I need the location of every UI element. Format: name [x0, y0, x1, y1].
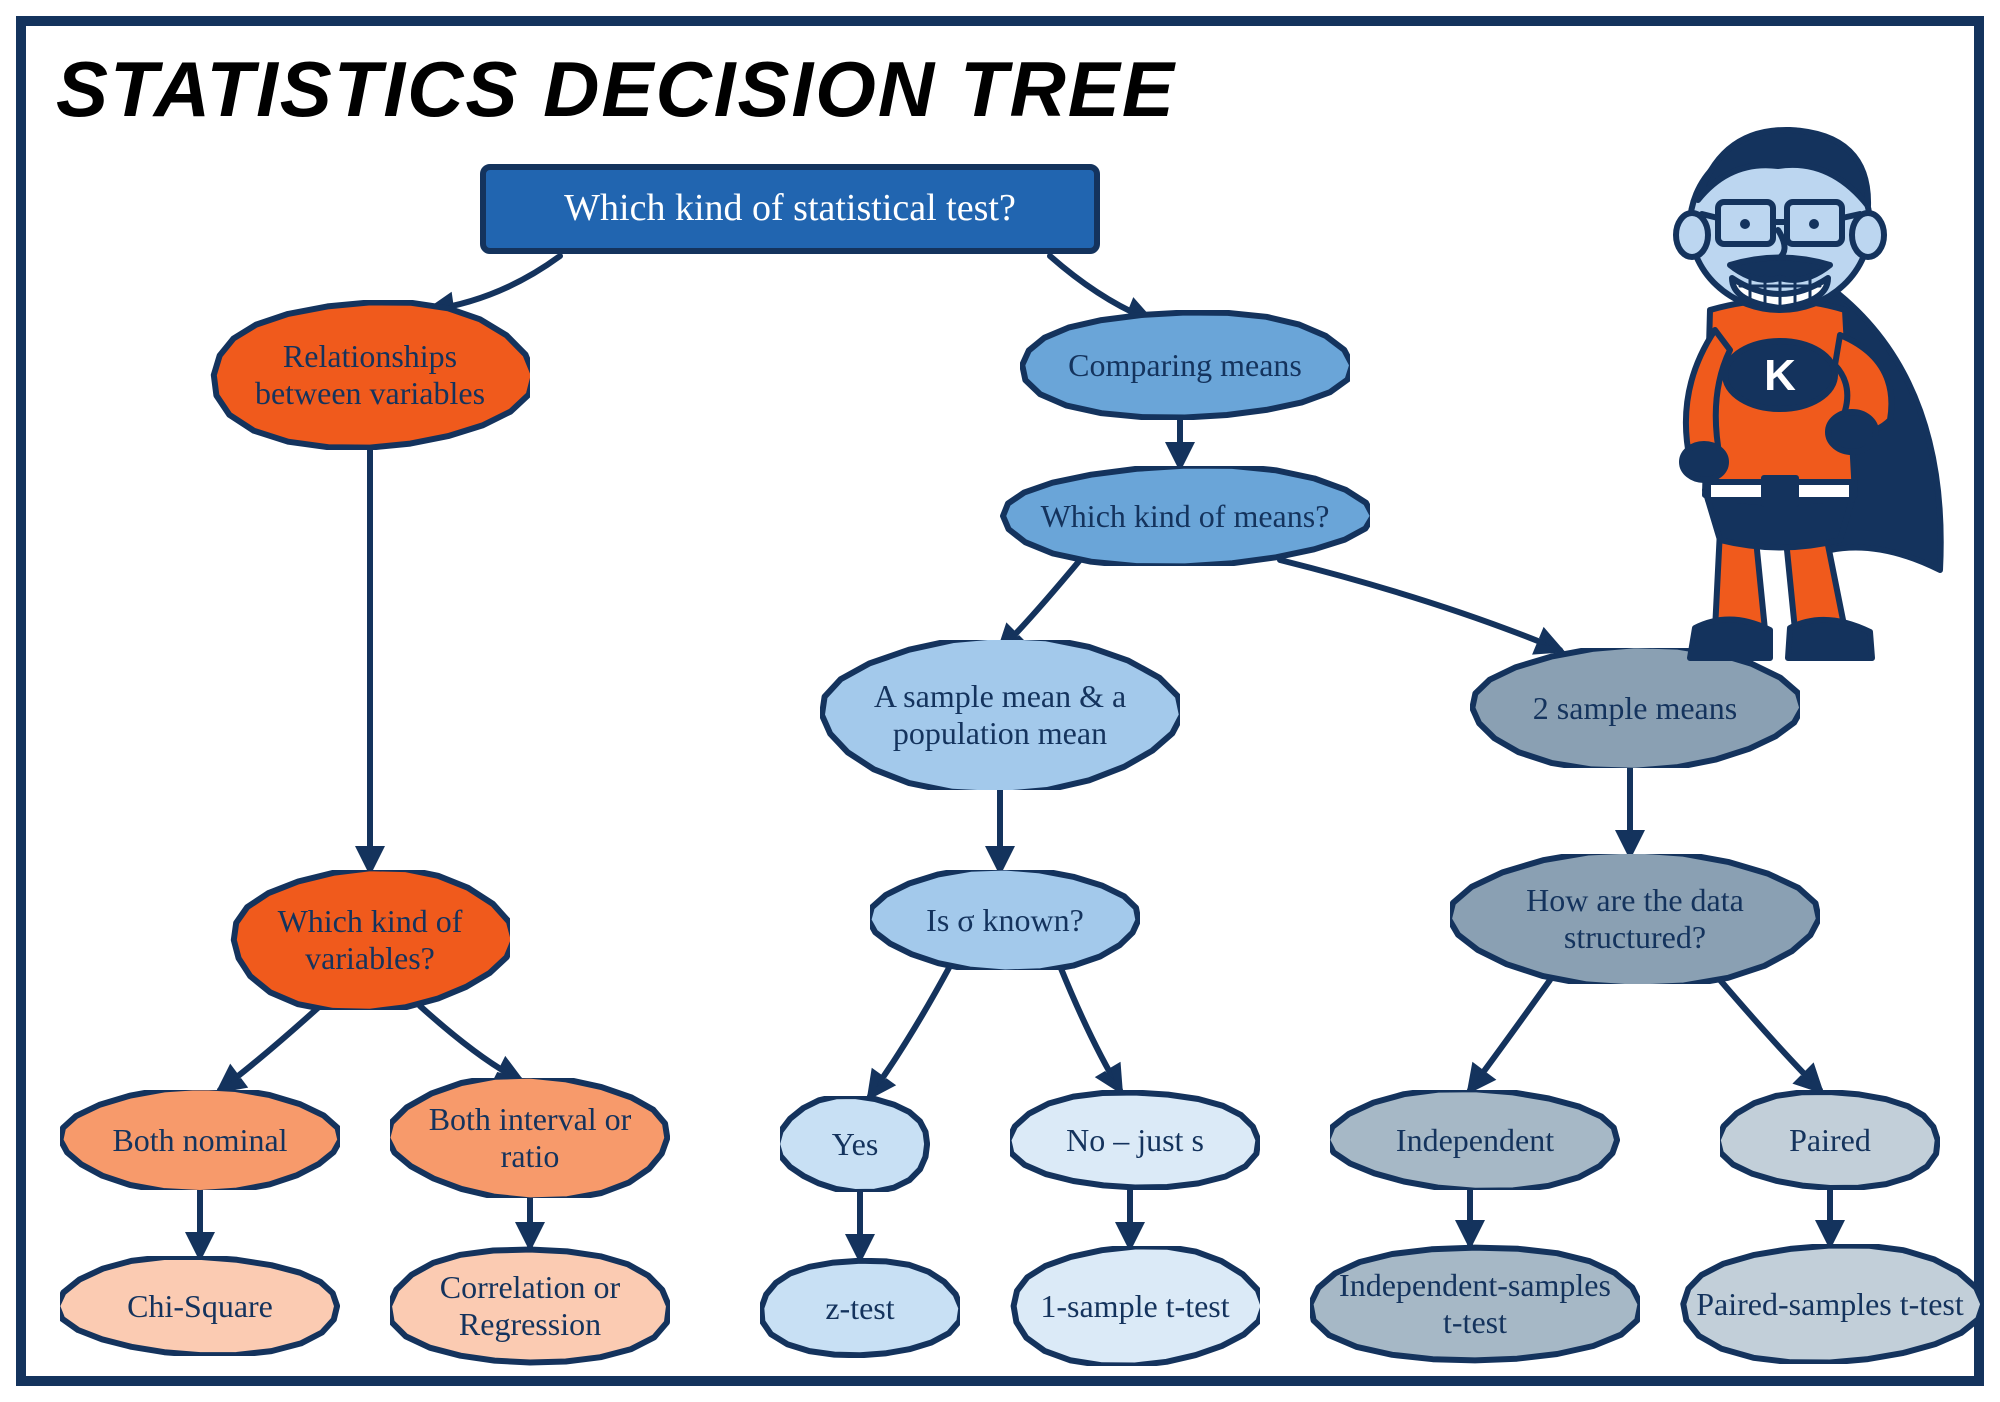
- node-label: 1-sample t-test: [1040, 1288, 1229, 1325]
- node-indep_t: Independent-samples t-test: [1310, 1244, 1640, 1364]
- node-means: Comparing means: [1020, 310, 1350, 420]
- node-label: No – just s: [1066, 1122, 1204, 1159]
- page-title: STATISTICS DECISION TREE: [56, 44, 1176, 135]
- node-label: Both nominal: [112, 1122, 287, 1159]
- node-rel_q: Which kind of variables?: [230, 870, 510, 1010]
- node-sigma: Is σ known?: [870, 870, 1140, 970]
- node-label: Relationships between variables: [226, 338, 514, 412]
- node-nominal: Both nominal: [60, 1090, 340, 1190]
- node-root: Which kind of statistical test?: [480, 164, 1100, 254]
- diagram-frame: STATISTICS DECISION TREE Which kind of s…: [0, 0, 2000, 1402]
- node-label: Chi-Square: [127, 1288, 273, 1325]
- node-yes: Yes: [780, 1096, 930, 1192]
- node-label: Which kind of variables?: [246, 903, 494, 977]
- node-sample_pop: A sample mean & a population mean: [820, 640, 1180, 790]
- node-corr: Correlation or Regression: [390, 1246, 670, 1366]
- node-interval: Both interval or ratio: [390, 1078, 670, 1198]
- node-label: Which kind of statistical test?: [564, 187, 1016, 231]
- node-label: Correlation or Regression: [406, 1269, 654, 1343]
- mascot-character: K: [1580, 110, 1980, 670]
- node-label: Paired-samples t-test: [1696, 1286, 1963, 1323]
- node-means_q: Which kind of means?: [1000, 466, 1370, 566]
- node-struct: How are the data structured?: [1450, 854, 1820, 984]
- node-label: Both interval or ratio: [406, 1101, 654, 1175]
- node-label: Independent: [1396, 1122, 1554, 1159]
- node-label: Which kind of means?: [1041, 498, 1330, 535]
- node-chisq: Chi-Square: [60, 1256, 340, 1356]
- node-no: No – just s: [1010, 1090, 1260, 1190]
- node-label: Yes: [832, 1126, 879, 1163]
- node-paired: Paired: [1720, 1090, 1940, 1190]
- node-ztest: z-test: [760, 1258, 960, 1358]
- node-label: A sample mean & a population mean: [836, 678, 1164, 752]
- node-label: Paired: [1789, 1122, 1871, 1159]
- node-indep: Independent: [1330, 1090, 1620, 1190]
- mascot-letter: K: [1764, 351, 1796, 400]
- node-label: Comparing means: [1068, 347, 1302, 384]
- node-label: How are the data structured?: [1466, 882, 1804, 956]
- node-label: 2 sample means: [1533, 690, 1737, 727]
- node-paired_t: Paired-samples t-test: [1680, 1244, 1980, 1364]
- node-rel: Relationships between variables: [210, 300, 530, 450]
- node-label: Is σ known?: [926, 902, 1084, 939]
- node-label: z-test: [825, 1290, 894, 1327]
- node-label: Independent-samples t-test: [1326, 1267, 1624, 1341]
- node-t1: 1-sample t-test: [1010, 1246, 1260, 1366]
